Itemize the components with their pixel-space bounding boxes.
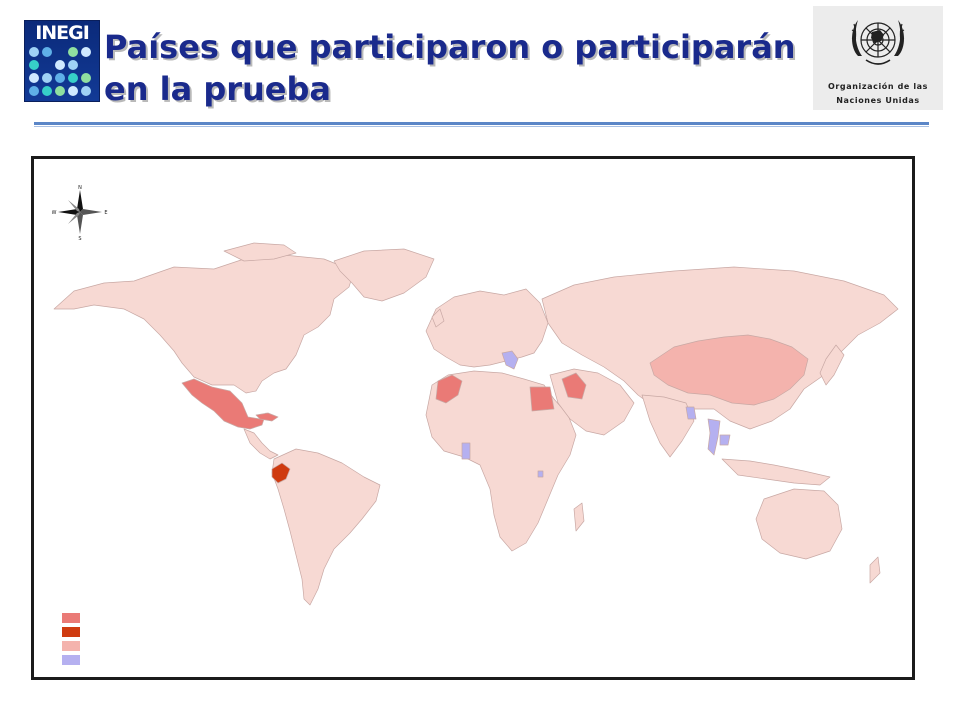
title-divider <box>34 122 929 128</box>
new-zealand-landmass <box>869 556 881 584</box>
inegi-logo-dot <box>29 47 39 57</box>
madagascar <box>573 502 585 532</box>
inegi-logo-dot <box>55 60 65 70</box>
inegi-logo-dot <box>68 47 78 57</box>
world-map <box>53 242 899 606</box>
legend-item <box>62 611 84 625</box>
india-landmass <box>641 394 695 458</box>
inegi-logo-dot <box>81 86 91 96</box>
un-logo: Organización de las Naciones Unidas <box>813 6 943 110</box>
japan-landmass <box>819 344 845 386</box>
ghana <box>461 442 471 460</box>
inegi-logo-dot <box>29 73 39 83</box>
legend-swatch <box>62 627 80 637</box>
legend-swatch <box>62 655 80 665</box>
australia-landmass <box>755 488 843 560</box>
arctic-islands <box>223 242 297 262</box>
inegi-logo-dot <box>42 86 52 96</box>
inegi-logo-dot <box>29 60 39 70</box>
europe-landmass <box>425 288 549 368</box>
inegi-logo-text: INEGI <box>35 22 90 44</box>
bangladesh <box>685 406 697 420</box>
legend-item <box>62 639 84 653</box>
southeast-asia-islands <box>721 458 831 486</box>
greenland-landmass <box>333 248 435 302</box>
china <box>649 334 809 406</box>
inegi-logo-dot <box>68 73 78 83</box>
legend-swatch <box>62 613 80 623</box>
legend-swatch <box>62 641 80 651</box>
inegi-logo-dot <box>81 47 91 57</box>
greece <box>501 350 519 370</box>
inegi-logo-dot <box>42 73 52 83</box>
south-america-landmass <box>271 448 381 606</box>
inegi-logo-dot <box>55 73 65 83</box>
compass-west-label: W <box>52 210 57 216</box>
inegi-logo-dot <box>68 86 78 96</box>
page-title-line-2: en la prueba <box>104 70 331 108</box>
inegi-logo-dot <box>29 86 39 96</box>
thailand <box>707 418 721 456</box>
compass-north-label: N <box>78 185 82 191</box>
uk-landmass <box>431 308 445 328</box>
cuba <box>255 412 279 422</box>
compass-east-label: E <box>104 210 107 216</box>
un-emblem-icon <box>851 20 905 65</box>
inegi-logo-dot <box>68 60 78 70</box>
inegi-logo-dot <box>81 73 91 83</box>
central-america <box>243 428 279 460</box>
compass-south-label: S <box>78 236 81 240</box>
un-logo-line-1: Organización de las <box>827 82 929 91</box>
ecuador <box>271 462 291 484</box>
iraq <box>561 372 587 400</box>
un-logo-line-2: Naciones Unidas <box>836 96 920 105</box>
africa-landmass <box>425 370 577 552</box>
page-title: Países que participaron o participarán e… <box>104 26 804 110</box>
compass-rose-icon: N S E W <box>52 185 108 240</box>
inegi-logo-dot <box>42 47 52 57</box>
cambodia <box>719 434 731 446</box>
map-legend <box>62 611 84 667</box>
egypt <box>529 386 555 412</box>
inegi-logo-dot <box>55 86 65 96</box>
page-title-line-1: Países que participaron o participarán <box>104 28 796 66</box>
morocco <box>435 374 463 404</box>
world-map-panel: N S E W <box>31 156 915 680</box>
legend-item <box>62 653 84 667</box>
rwanda <box>537 470 544 478</box>
inegi-logo: INEGI <box>24 20 100 102</box>
legend-item <box>62 625 84 639</box>
north-america-landmass <box>53 254 355 394</box>
